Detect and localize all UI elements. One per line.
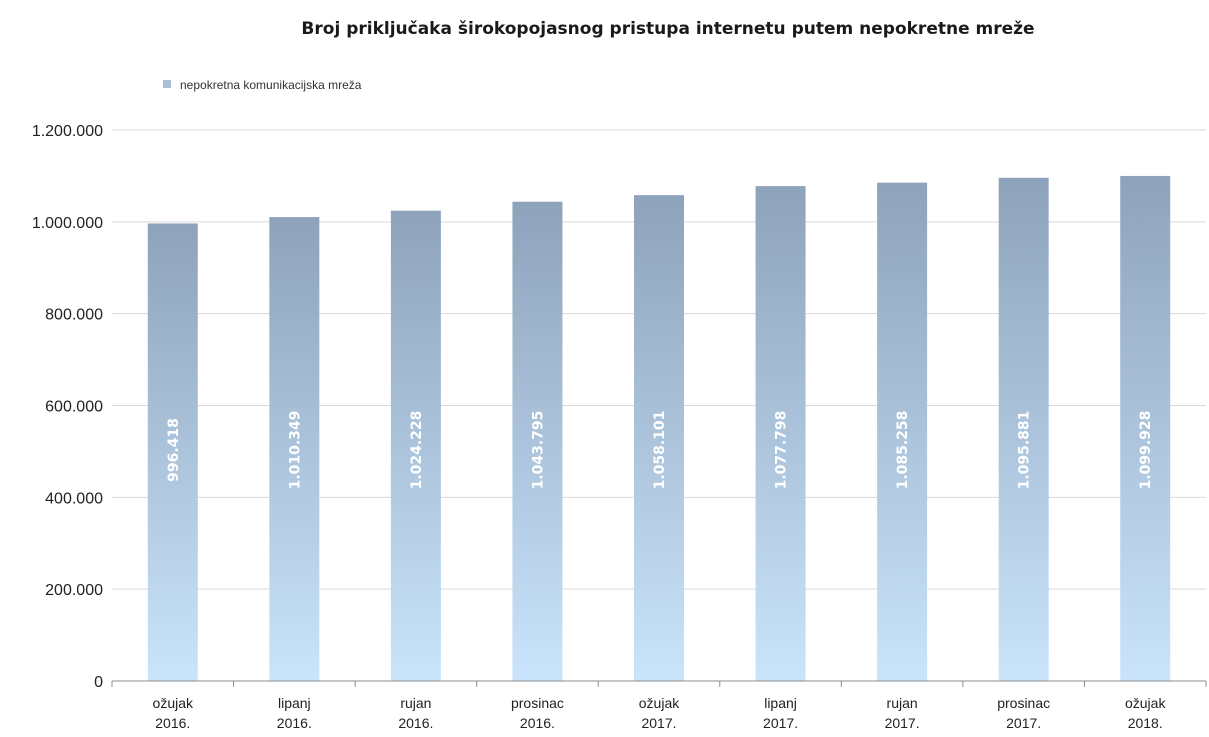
bar [998, 177, 1049, 681]
legend-swatch [163, 80, 171, 88]
x-tick-label: prosinac [997, 695, 1050, 711]
y-axis-ticks: 0 200.000 400.000 600.000 800.000 1.000.000 1.… [32, 123, 103, 691]
bar-value-label: 1.058.101 [652, 411, 668, 490]
bar-value-label: 1.010.349 [287, 411, 303, 490]
data-labels: 996.418 1.010.349 1.024.228 1.043.795 1.058.… [166, 411, 1154, 490]
bar-value-label: 1.095.881 [1017, 411, 1033, 490]
bar-value-label: 1.085.258 [895, 411, 911, 490]
x-tick-label: lipanj [764, 695, 797, 711]
y-tick-label: 1.200.000 [32, 123, 103, 140]
bar [147, 223, 198, 681]
x-tick-label: 2018. [1128, 715, 1163, 731]
y-tick-label: 600.000 [45, 399, 103, 416]
x-tick-label: ožujak [1125, 695, 1166, 711]
bar [755, 186, 806, 681]
y-tick-label: 0 [94, 674, 103, 691]
x-tick-label: rujan [887, 695, 918, 711]
x-tick-label: 2017. [885, 715, 920, 731]
x-tick-label: 2016. [155, 715, 190, 731]
legend: nepokretna komunikacijska mreža [163, 78, 362, 92]
x-tick-label: lipanj [278, 695, 311, 711]
bar-value-label: 996.418 [166, 418, 182, 482]
chart-title: Broj priključaka širokopojasnog pristupa… [301, 19, 1034, 39]
x-tick-label: 2016. [398, 715, 433, 731]
x-tick-label: ožujak [153, 695, 194, 711]
bars [147, 175, 1171, 682]
y-tick-label: 400.000 [45, 490, 103, 507]
x-tick-label: rujan [400, 695, 431, 711]
bar [1120, 175, 1171, 682]
x-axis-ticks: ožujak 2016. lipanj 2016. rujan 2016. prosinac… [111, 681, 1207, 731]
x-tick-label: 2017. [641, 715, 676, 731]
bar-value-label: 1.043.795 [530, 411, 546, 490]
y-tick-label: 200.000 [45, 582, 103, 599]
bar [390, 210, 441, 681]
bar [877, 182, 928, 681]
y-tick-label: 1.000.000 [32, 215, 103, 232]
bar-value-label: 1.077.798 [774, 411, 790, 490]
x-tick-label: 2017. [763, 715, 798, 731]
y-tick-label: 800.000 [45, 307, 103, 324]
x-tick-label: 2017. [1006, 715, 1041, 731]
x-tick-label: 2016. [277, 715, 312, 731]
x-tick-label: prosinac [511, 695, 564, 711]
bar [512, 201, 563, 682]
bar-value-label: 1.099.928 [1138, 411, 1154, 490]
bar-value-label: 1.024.228 [409, 411, 425, 490]
x-tick-label: ožujak [639, 695, 680, 711]
bar [269, 217, 320, 681]
bar [634, 195, 684, 682]
legend-label: nepokretna komunikacijska mreža [180, 78, 362, 92]
x-tick-label: 2016. [520, 715, 555, 731]
